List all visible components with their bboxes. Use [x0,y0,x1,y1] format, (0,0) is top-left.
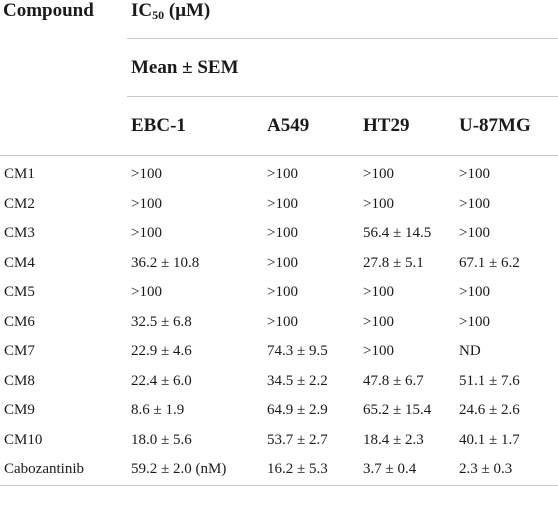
value-cell: 22.4 ± 6.0 [131,372,192,389]
table-row: CM5 >100 >100 >100 >100 [0,278,558,308]
value-cell: 56.4 ± 14.5 [363,225,432,242]
value-cell: >100 [267,254,298,271]
value-cell: 53.7 ± 2.7 [267,431,328,448]
value-cell: 2.3 ± 0.3 [455,455,558,486]
compound-cell: CM9 [4,402,35,419]
value-cell: 27.8 ± 5.1 [363,254,424,271]
ic50-header: IC50 (μM) [127,0,558,39]
column-header-ht29: HT29 [359,96,455,156]
ic50-prefix: IC [131,0,153,21]
value-cell: 3.7 ± 0.4 [359,455,455,486]
compound-cell: CM6 [4,313,35,330]
value-cell: >100 [459,225,490,242]
value-cell: 67.1 ± 6.2 [459,254,520,271]
value-cell: 74.3 ± 9.5 [267,343,328,360]
value-cell: 22.9 ± 4.6 [131,343,192,360]
value-cell: 40.1 ± 1.7 [459,431,520,448]
value-cell: 32.5 ± 6.8 [131,313,192,330]
value-cell: 64.9 ± 2.9 [267,402,328,419]
compound-cell: CM7 [4,343,35,360]
table-header: Compound IC50 (μM) Mean ± SEM EBC-1 A549… [0,0,558,156]
value-cell: >100 [131,284,162,301]
value-cell: 34.5 ± 2.2 [267,372,328,389]
table-body: CM1 >100 >100 >100 >100 CM2 >100 >100 >100 >100 CM… [0,156,558,486]
value-cell: >100 [267,313,298,330]
value-cell: 65.2 ± 15.4 [363,402,432,419]
value-cell: >100 [363,313,394,330]
value-cell: 8.6 ± 1.9 [131,402,185,419]
table-row: CM2 >100 >100 >100 >100 [0,190,558,220]
value-cell: >100 [459,313,490,330]
value-cell: >100 [131,195,162,212]
empty-header-cell [0,96,127,156]
ic50-unit: (μM) [164,0,211,21]
value-cell: >100 [363,343,394,360]
compound-cell: CM2 [4,195,35,212]
value-cell: 51.1 ± 7.6 [459,372,520,389]
mean-sem-header: Mean ± SEM [127,38,558,97]
compound-header: Compound [3,0,94,21]
table-row: CM6 32.5 ± 6.8 >100 >100 >100 [0,308,558,338]
value-cell: 24.6 ± 2.6 [459,402,520,419]
value-cell: 18.4 ± 2.3 [363,431,424,448]
compound-cell: CM1 [4,166,35,183]
compound-cell: CM8 [4,372,35,389]
value-cell: >100 [267,166,298,183]
table-row: CM4 36.2 ± 10.8 >100 27.8 ± 5.1 67.1 ± 6.2 [0,249,558,279]
ic50-table: Compound IC50 (μM) Mean ± SEM EBC-1 A549… [0,0,558,486]
compound-cell: CM5 [4,284,35,301]
value-cell: >100 [363,195,394,212]
value-cell: 47.8 ± 6.7 [363,372,424,389]
compound-cell: CM3 [4,225,35,242]
value-cell: ND [459,343,481,360]
column-header-a549: A549 [263,96,359,156]
table-row: Cabozantinib 59.2 ± 2.0 (nM) 16.2 ± 5.3 3.7… [0,455,558,486]
column-header-ebc1: EBC-1 [127,96,263,156]
value-cell: 16.2 ± 5.3 [263,455,359,486]
value-cell: >100 [459,166,490,183]
value-cell: >100 [363,284,394,301]
column-header-u87mg: U-87MG [455,96,558,156]
value-cell: >100 [267,284,298,301]
table-row: CM3 >100 >100 56.4 ± 14.5 >100 [0,219,558,249]
value-cell: 36.2 ± 10.8 [131,254,200,271]
value-cell: >100 [131,225,162,242]
compound-cell: CM4 [4,254,35,271]
value-cell: >100 [363,166,394,183]
compound-cell: CM10 [4,431,43,448]
compound-cell: Cabozantinib [0,455,127,486]
empty-header-cell [0,39,127,97]
value-cell: >100 [267,195,298,212]
table-row: CM1 >100 >100 >100 >100 [0,156,558,190]
table-row: CM8 22.4 ± 6.0 34.5 ± 2.2 47.8 ± 6.7 51.1 ± … [0,367,558,397]
table-row: CM9 8.6 ± 1.9 64.9 ± 2.9 65.2 ± 15.4 24.6 ± … [0,396,558,426]
value-cell: >100 [459,284,490,301]
ic50-subscript: 50 [152,8,165,22]
value-cell: 18.0 ± 5.6 [131,431,192,448]
value-cell: 59.2 ± 2.0 (nM) [127,455,263,486]
value-cell: >100 [267,225,298,242]
table-row: CM10 18.0 ± 5.6 53.7 ± 2.7 18.4 ± 2.3 40.1 ±… [0,426,558,456]
value-cell: >100 [459,195,490,212]
value-cell: >100 [131,166,162,183]
table-row: CM7 22.9 ± 4.6 74.3 ± 9.5 >100 ND [0,337,558,367]
